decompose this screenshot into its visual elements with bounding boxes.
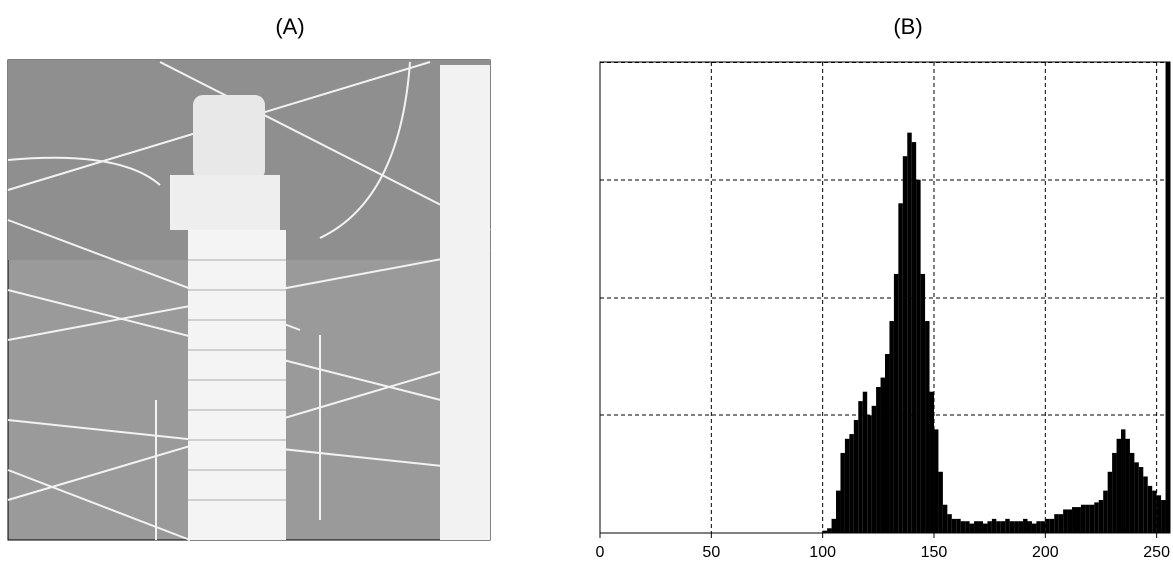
bar	[1103, 490, 1108, 533]
bar	[862, 391, 868, 533]
bar	[1027, 521, 1032, 533]
bar	[960, 521, 966, 533]
bar	[969, 523, 975, 533]
bar	[889, 321, 894, 533]
bar	[1000, 521, 1006, 533]
x-tick-label: 50	[702, 544, 720, 561]
bar	[1089, 504, 1095, 533]
bar	[925, 321, 930, 533]
bar	[1098, 500, 1104, 533]
bar	[1165, 62, 1170, 533]
bar	[916, 179, 921, 533]
x-tick-label: 250	[1143, 544, 1170, 561]
bar	[1023, 518, 1028, 533]
photo	[7, 59, 491, 541]
bar	[1063, 509, 1068, 533]
bar	[1005, 518, 1010, 533]
bar	[965, 521, 970, 533]
bar	[1031, 523, 1037, 533]
bar	[844, 438, 850, 533]
bar	[942, 504, 948, 533]
x-tick-label: 0	[596, 544, 605, 561]
bar	[1045, 518, 1050, 533]
bar	[1036, 521, 1041, 533]
bar	[1129, 452, 1135, 533]
x-tick-label: 100	[809, 544, 836, 561]
bar	[1054, 514, 1059, 533]
bar	[1147, 485, 1153, 533]
bar	[902, 156, 908, 533]
bar	[1076, 507, 1081, 533]
image-title: (A)	[275, 14, 304, 39]
bar	[885, 354, 890, 533]
bar	[951, 518, 957, 533]
bar	[1058, 514, 1064, 533]
bar	[827, 528, 832, 533]
bar	[956, 518, 961, 533]
bar	[1009, 521, 1015, 533]
bar	[1121, 429, 1126, 533]
bar	[987, 521, 992, 533]
plot-frame	[599, 61, 1171, 534]
bar	[1049, 518, 1055, 533]
bar	[836, 490, 841, 533]
bar	[1085, 504, 1090, 533]
bar	[1014, 521, 1019, 533]
bar	[1112, 452, 1117, 533]
x-tick-label: 200	[1032, 544, 1059, 561]
bar	[907, 132, 912, 533]
bar	[1094, 502, 1099, 533]
bar	[1116, 438, 1122, 533]
bar	[1018, 521, 1024, 533]
bar	[929, 391, 934, 533]
bar	[1080, 504, 1086, 533]
bar	[1107, 471, 1113, 533]
bar	[893, 273, 899, 533]
bar	[1134, 462, 1139, 533]
bar	[933, 429, 939, 533]
bar	[1072, 507, 1077, 533]
bar	[871, 405, 877, 533]
bar	[1156, 495, 1162, 533]
bar	[911, 142, 917, 533]
bar	[867, 415, 872, 533]
bar	[880, 377, 885, 533]
bar	[996, 521, 1001, 533]
bar	[991, 518, 997, 533]
bar	[1161, 500, 1166, 533]
bar	[1125, 438, 1130, 533]
chart-title: (B)	[893, 14, 922, 39]
bar	[938, 471, 943, 533]
bar	[920, 273, 926, 533]
bar	[858, 401, 863, 533]
bar	[849, 434, 854, 533]
bar	[982, 523, 988, 533]
bar	[840, 452, 845, 533]
x-tick-label: 150	[921, 544, 948, 561]
bar	[822, 530, 828, 533]
bar	[831, 518, 837, 533]
bar	[1143, 476, 1148, 533]
bar	[898, 203, 903, 534]
bar	[978, 521, 983, 533]
bar	[876, 386, 881, 533]
bar	[1138, 467, 1144, 533]
bar	[947, 514, 952, 533]
bar	[1040, 521, 1046, 533]
bar	[1067, 509, 1073, 533]
bar	[974, 521, 979, 533]
bar	[1152, 490, 1157, 533]
bar	[853, 419, 859, 533]
